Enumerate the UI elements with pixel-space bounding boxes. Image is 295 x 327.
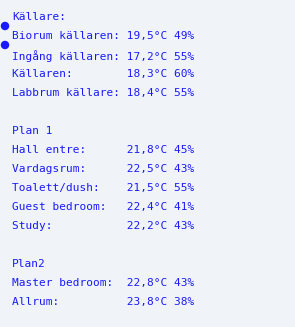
Text: Ingång källaren: 17,2°C 55%: Ingång källaren: 17,2°C 55% <box>12 50 194 62</box>
Text: Plan 1: Plan 1 <box>12 126 53 136</box>
Text: Guest bedroom:   22,4°C 41%: Guest bedroom: 22,4°C 41% <box>12 202 194 212</box>
Text: Toalett/dush:    21,5°C 55%: Toalett/dush: 21,5°C 55% <box>12 183 194 193</box>
Text: Hall entre:      21,8°C 45%: Hall entre: 21,8°C 45% <box>12 145 194 155</box>
Text: Källaren:        18,3°C 60%: Källaren: 18,3°C 60% <box>12 69 194 79</box>
Text: Plan2: Plan2 <box>12 259 46 269</box>
Text: Master bedroom:  22,8°C 43%: Master bedroom: 22,8°C 43% <box>12 278 194 288</box>
Text: Labbrum källare: 18,4°C 55%: Labbrum källare: 18,4°C 55% <box>12 88 194 98</box>
Text: Biorum källaren: 19,5°C 49%: Biorum källaren: 19,5°C 49% <box>12 31 194 41</box>
Text: Allrum:          23,8°C 38%: Allrum: 23,8°C 38% <box>12 297 194 307</box>
Text: Källare:: Källare: <box>12 12 66 22</box>
Circle shape <box>1 23 9 29</box>
Text: Study:           22,2°C 43%: Study: 22,2°C 43% <box>12 221 194 231</box>
Circle shape <box>1 42 9 48</box>
Text: Vardagsrum:      22,5°C 43%: Vardagsrum: 22,5°C 43% <box>12 164 194 174</box>
